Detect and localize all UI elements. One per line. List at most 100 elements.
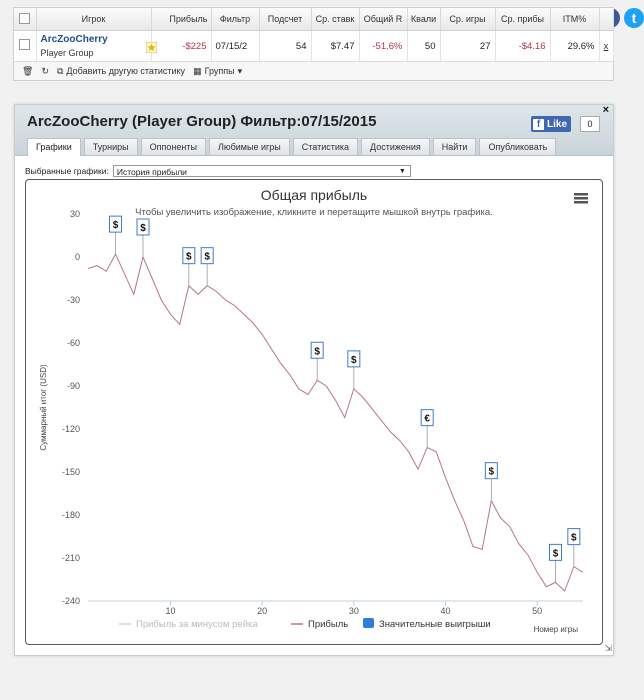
cell-avg-games: 27 bbox=[440, 30, 496, 61]
big-win-flag bbox=[310, 341, 324, 359]
cell-avg-stake: $7.47 bbox=[311, 30, 360, 61]
big-win-flag bbox=[347, 350, 361, 368]
legend-big-win-swatch bbox=[363, 618, 374, 628]
flag-label: $ bbox=[571, 533, 577, 544]
tab-favorite-games[interactable]: Любимые игры bbox=[208, 138, 290, 155]
panel-tabs: Графики Турниры Оппоненты Любимые игры С… bbox=[27, 138, 557, 156]
cell-quali: 50 bbox=[407, 30, 441, 61]
y-tick-label: -30 bbox=[67, 295, 80, 305]
col-header-profit[interactable]: Прибыль bbox=[151, 8, 212, 31]
facebook-icon: f bbox=[533, 118, 544, 130]
player-details-panel: ArcZooCherry (Player Group) Фильтр:07/15… bbox=[14, 104, 614, 656]
col-header-remove bbox=[599, 8, 614, 31]
cell-avg-profit: -$4.16 bbox=[495, 30, 551, 61]
tab-opponents[interactable]: Оппоненты bbox=[140, 138, 206, 155]
chart-menu-icon[interactable] bbox=[574, 193, 588, 204]
add-stats-button[interactable]: ⧉ Добавить другую статистику bbox=[57, 66, 185, 77]
tab-charts[interactable]: Графики bbox=[27, 138, 81, 156]
y-axis-label: Суммарный итог (USD) bbox=[39, 364, 48, 451]
flag-label: $ bbox=[489, 467, 495, 478]
add-stats-label: Добавить другую статистику bbox=[66, 66, 186, 76]
y-tick-label: -210 bbox=[62, 553, 80, 563]
facebook-like-button[interactable]: f Like bbox=[531, 116, 571, 132]
tab-find[interactable]: Найти bbox=[432, 138, 477, 155]
flag-label: $ bbox=[553, 548, 559, 559]
big-win-flag bbox=[420, 409, 434, 427]
tab-statistics[interactable]: Статистика bbox=[292, 138, 359, 155]
tab-tournaments[interactable]: Турниры bbox=[83, 138, 138, 155]
like-count: 0 bbox=[580, 116, 600, 132]
legend-rake-label: Прибыль за минусом рейка bbox=[136, 619, 258, 630]
col-header-avg-games[interactable]: Ср. игры bbox=[440, 8, 496, 31]
like-label: Like bbox=[547, 118, 568, 130]
close-icon[interactable]: × bbox=[602, 104, 609, 116]
flag-label: $ bbox=[140, 223, 146, 234]
y-tick-label: 30 bbox=[70, 209, 80, 219]
x-tick-label: 30 bbox=[349, 606, 359, 616]
y-tick-label: -180 bbox=[62, 510, 80, 520]
cell-count: 54 bbox=[259, 30, 312, 61]
y-tick-label: -90 bbox=[67, 381, 80, 391]
y-tick-label: -60 bbox=[67, 338, 80, 348]
groups-button[interactable]: ▦ Группы ▾ bbox=[193, 66, 242, 77]
profit-series-line bbox=[87, 252, 584, 592]
cell-total-roi: -51.6% bbox=[359, 30, 408, 61]
col-header-avg-stake[interactable]: Ср. ставк bbox=[311, 8, 360, 31]
x-tick-label: 20 bbox=[257, 606, 267, 616]
chart-selector-value: История прибыли bbox=[116, 167, 187, 177]
tab-publish[interactable]: Опубликовать bbox=[479, 138, 557, 155]
col-header-player[interactable]: Игрок bbox=[36, 8, 152, 31]
player-group-label: Player Group bbox=[40, 48, 94, 58]
resize-handle-icon[interactable]: ⇲ bbox=[604, 643, 612, 653]
chart-title: Общая прибыль bbox=[261, 187, 367, 203]
remove-row-link[interactable]: x bbox=[599, 30, 614, 61]
refresh-icon[interactable]: ↻ bbox=[41, 65, 49, 76]
flag-label: $ bbox=[314, 346, 320, 357]
col-header-itm[interactable]: ITM% bbox=[550, 8, 600, 31]
chart-subtitle: Чтобы увеличить изображение, кликните и … bbox=[135, 207, 493, 218]
col-header-avg-profit[interactable]: Ср. прибы bbox=[495, 8, 551, 31]
col-header-filter[interactable]: Фильтр bbox=[211, 8, 260, 31]
star-icon bbox=[146, 42, 157, 53]
y-tick-label: -240 bbox=[62, 596, 80, 606]
groups-label: Группы bbox=[204, 66, 235, 76]
big-win-flag bbox=[549, 543, 562, 561]
dropdown-arrow-icon: ▼ bbox=[398, 168, 406, 175]
chart-container[interactable]: Общая прибыль Чтобы увеличить изображение… bbox=[25, 179, 603, 645]
table-row: ArcZooCherry Player Group -$225 07/15/2 … bbox=[14, 30, 614, 61]
y-tick-label: -150 bbox=[62, 467, 80, 477]
groups-icon: ▦ bbox=[193, 65, 202, 76]
col-header-count[interactable]: Подсчет bbox=[259, 8, 312, 31]
copy-icon: ⧉ bbox=[56, 65, 64, 76]
x-axis-label: Номер игры bbox=[534, 625, 579, 634]
big-win-flag bbox=[136, 218, 150, 236]
cell-filter: 07/15/2 bbox=[211, 30, 260, 61]
tab-achievements[interactable]: Достижения bbox=[361, 138, 430, 155]
row-checkbox[interactable] bbox=[19, 39, 31, 50]
col-header-total-roi[interactable]: Общий R bbox=[359, 8, 408, 31]
big-win-flag bbox=[567, 528, 581, 546]
trash-icon[interactable]: 🗑 bbox=[22, 65, 34, 76]
big-win-flag bbox=[109, 215, 122, 233]
legend-big-win-label: Значительные выигрыши bbox=[379, 619, 491, 630]
chart-selector-dropdown[interactable]: История прибыли ▼ bbox=[112, 165, 411, 177]
select-all-checkbox[interactable] bbox=[19, 12, 31, 24]
flag-label: € bbox=[424, 414, 430, 425]
twitter-icon[interactable]: t bbox=[624, 8, 644, 28]
flag-label: $ bbox=[113, 220, 119, 231]
col-header-quali[interactable]: Квали bbox=[407, 8, 441, 31]
player-name-link[interactable]: ArcZooCherry bbox=[40, 34, 108, 45]
profit-chart[interactable]: Общая прибыль Чтобы увеличить изображение… bbox=[26, 180, 602, 644]
chart-selector-label: Выбранные графики: bbox=[25, 166, 109, 176]
big-win-flag bbox=[484, 462, 498, 480]
row-checkbox-cell[interactable] bbox=[14, 30, 37, 61]
y-tick-label: 0 bbox=[75, 252, 80, 262]
player-stats-table: Игрок Прибыль Фильтр Подсчет Ср. ставк О… bbox=[13, 7, 614, 81]
cell-profit: -$225 bbox=[151, 30, 212, 61]
select-all-checkbox-cell[interactable] bbox=[14, 8, 37, 31]
flag-label: $ bbox=[351, 355, 357, 366]
y-tick-label: -120 bbox=[62, 424, 80, 434]
x-tick-label: 50 bbox=[532, 606, 542, 616]
flag-label: $ bbox=[204, 252, 210, 263]
x-tick-label: 40 bbox=[440, 606, 450, 616]
